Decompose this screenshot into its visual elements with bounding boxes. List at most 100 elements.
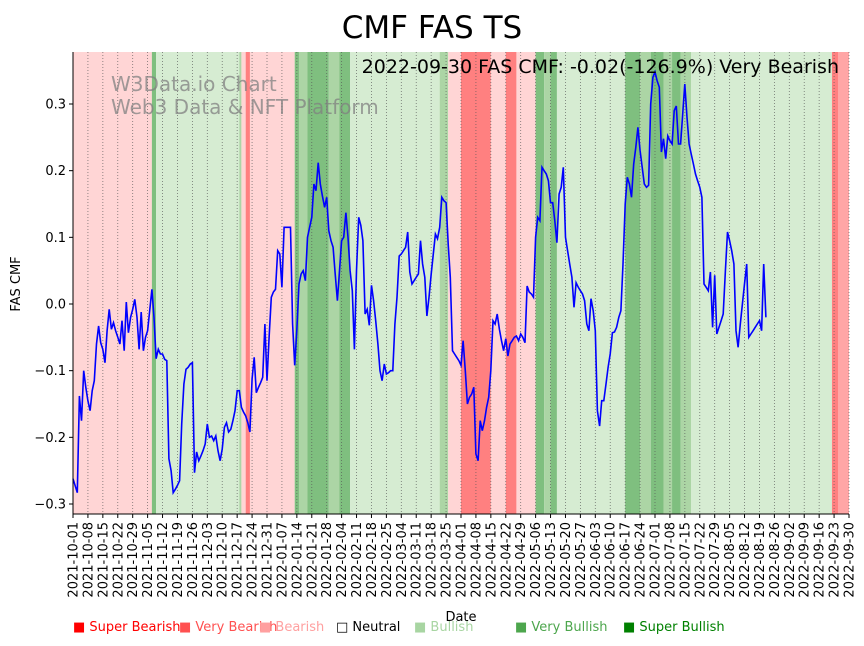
x-tick-label: 2022-09-23 — [828, 522, 843, 598]
x-tick-label: 2021-11-05 — [141, 522, 156, 598]
zone-bearish — [73, 52, 152, 514]
x-tick-label: 2022-02-18 — [365, 522, 380, 598]
zone-bullish — [156, 52, 240, 514]
legend-label: Super Bullish — [639, 620, 725, 635]
y-axis-ticks: −0.3 −0.2 −0.1 0.0 0.1 0.2 0.3 — [34, 98, 73, 513]
zone-very-bullish — [663, 52, 673, 514]
zone-very-bullish — [544, 52, 551, 514]
x-tick-label: 2021-12-17 — [231, 522, 246, 598]
legend-swatch: □ — [336, 620, 353, 635]
legend-label: Neutral — [352, 620, 401, 635]
legend-label: Bullish — [430, 620, 474, 635]
x-tick-label: 2022-05-13 — [544, 522, 559, 598]
latest-value-annotation: 2022-09-30 FAS CMF: -0.02(-126.9%) Very … — [362, 56, 839, 78]
x-tick-label: 2022-04-22 — [499, 522, 514, 598]
zone-bearish — [241, 52, 246, 514]
x-tick-label: 2022-07-08 — [663, 522, 678, 598]
zone-super-bullish — [650, 52, 664, 514]
legend-item-bullish: ■ Bullish — [414, 620, 473, 635]
zone-super-bullish — [339, 52, 351, 514]
legend-swatch: ■ — [414, 620, 431, 635]
x-tick-label: 2022-08-12 — [738, 522, 753, 598]
x-axis-label: Date — [445, 610, 476, 625]
zone-super-bullish — [307, 52, 329, 514]
zone-super-bearish — [505, 52, 517, 514]
zone-super-bullish — [151, 52, 157, 514]
y-axis-label: FAS CMF — [9, 256, 24, 311]
y-tick-label: 0.1 — [45, 231, 66, 246]
x-tick-label: 2021-12-03 — [201, 522, 216, 598]
zone-super-bullish — [550, 52, 557, 514]
zone-very-bullish — [239, 52, 242, 514]
x-tick-label: 2022-07-15 — [678, 522, 693, 598]
x-tick-label: 2022-06-24 — [634, 522, 649, 598]
x-tick-label: 2022-01-28 — [320, 522, 335, 598]
x-tick-label: 2022-02-11 — [350, 522, 365, 598]
watermark-line-1: W3Data.io Chart — [111, 72, 277, 96]
x-tick-label: 2021-12-24 — [246, 522, 261, 598]
y-tick-label: 0.2 — [45, 164, 66, 179]
x-tick-label: 2021-10-08 — [81, 522, 96, 598]
x-tick-label: 2021-10-22 — [111, 522, 126, 598]
x-tick-label: 2022-03-18 — [425, 522, 440, 598]
x-tick-label: 2022-04-15 — [484, 522, 499, 598]
x-tick-label: 2022-01-21 — [305, 522, 320, 598]
zone-bearish — [516, 52, 536, 514]
zone-very-bullish — [680, 52, 692, 514]
legend-item-very-bullish: ■ Very Bullish — [515, 620, 607, 635]
x-tick-label: 2022-09-02 — [783, 522, 798, 598]
legend-item-very-bearish: ■ Very Bearish — [179, 620, 277, 635]
legend-label: Super Bearish — [89, 620, 181, 635]
zone-bullish — [691, 52, 832, 514]
x-axis-ticks: 2021-10-01 2021-10-08 2021-10-15 2021-10-22… — [67, 514, 858, 598]
legend-label: Bearish — [275, 620, 325, 635]
x-tick-label: 2022-05-27 — [574, 522, 589, 598]
x-tick-label: 2022-04-08 — [469, 522, 484, 598]
x-tick-label: 2022-08-05 — [723, 522, 738, 598]
x-tick-label: 2022-05-06 — [529, 522, 544, 598]
x-tick-label: 2022-06-03 — [589, 522, 604, 598]
legend-swatch: ■ — [623, 620, 640, 635]
x-tick-label: 2021-11-12 — [156, 522, 171, 598]
zone-super-bullish — [625, 52, 641, 514]
x-tick-label: 2022-04-01 — [455, 522, 470, 598]
legend-item-bearish: ■ Bearish — [259, 620, 324, 635]
x-tick-label: 2022-05-20 — [559, 522, 574, 598]
background-zones — [73, 52, 849, 514]
x-tick-label: 2021-10-29 — [126, 522, 141, 598]
x-tick-label: 2022-09-30 — [843, 522, 858, 598]
zone-very-bullish — [328, 52, 340, 514]
zone-bearish — [490, 52, 506, 514]
x-tick-label: 2021-10-01 — [67, 522, 82, 598]
x-tick-label: 2022-06-10 — [604, 522, 619, 598]
x-tick-label: 2022-08-19 — [753, 522, 768, 598]
zone-very-bullish — [640, 52, 651, 514]
legend-item-neutral: □ Neutral — [336, 620, 400, 635]
x-tick-label: 2022-08-26 — [768, 522, 783, 598]
x-tick-label: 2022-03-11 — [410, 522, 425, 598]
x-tick-label: 2022-03-25 — [440, 522, 455, 598]
x-tick-label: 2022-06-17 — [619, 522, 634, 598]
legend-label: Very Bullish — [531, 620, 608, 635]
x-tick-label: 2022-09-09 — [798, 522, 813, 598]
x-tick-label: 2021-12-10 — [216, 522, 231, 598]
x-tick-label: 2021-10-15 — [96, 522, 111, 598]
legend-swatch: ■ — [179, 620, 196, 635]
legend-item-super-bearish: ■ Super Bearish — [73, 620, 181, 635]
legend-swatch: ■ — [259, 620, 276, 635]
y-tick-label: −0.2 — [34, 431, 66, 446]
watermark-line-2: Web3 Data & NFT Platform — [111, 95, 379, 119]
chart-title: CMF FAS TS — [342, 10, 522, 46]
x-tick-label: 2022-04-29 — [514, 522, 529, 598]
y-tick-label: −0.1 — [34, 364, 66, 379]
x-tick-label: 2021-11-26 — [186, 522, 201, 598]
zone-super-bearish — [831, 52, 839, 514]
zone-bullish — [556, 52, 626, 514]
zone-super-bullish — [672, 52, 681, 514]
x-tick-label: 2022-01-07 — [275, 522, 290, 598]
x-tick-label: 2022-02-25 — [380, 522, 395, 598]
y-tick-label: 0.0 — [45, 298, 66, 313]
legend-swatch: ■ — [73, 620, 90, 635]
zone-very-bullish — [298, 52, 308, 514]
